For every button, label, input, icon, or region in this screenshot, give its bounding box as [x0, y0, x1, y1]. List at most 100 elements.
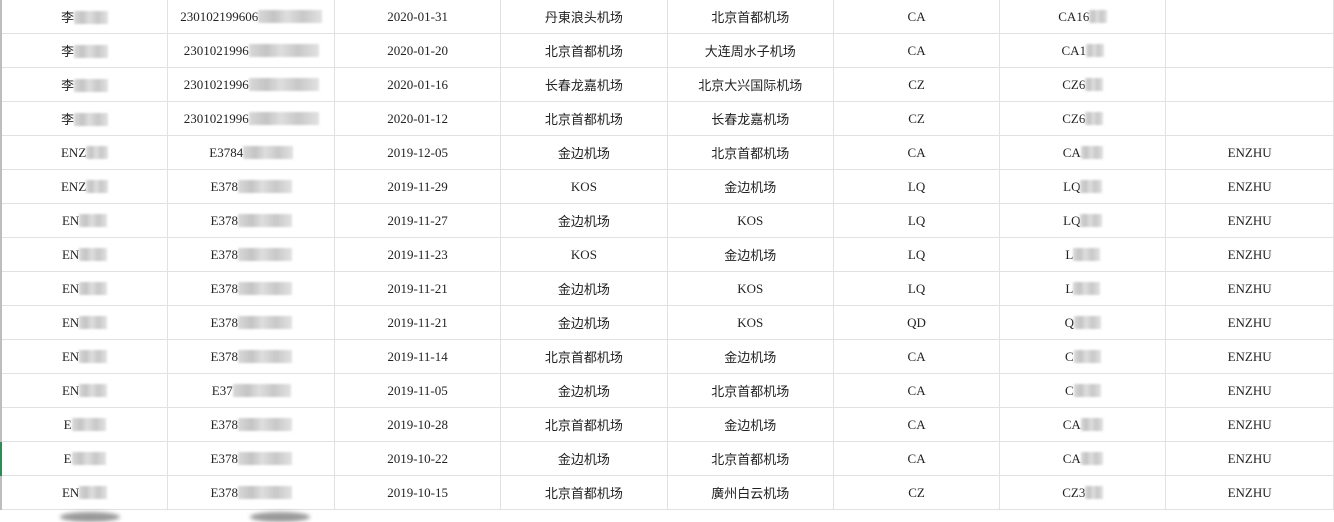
cell-flight[interactable]: CA [999, 135, 1167, 170]
cell-airline[interactable]: CA [832, 33, 1001, 68]
cell-id[interactable]: E37 [167, 373, 336, 408]
cell-from[interactable]: 金边机场 [500, 441, 668, 476]
cell-to[interactable]: 金边机场 [666, 169, 834, 204]
cell-from[interactable]: 北京首都机场 [500, 475, 668, 510]
cell-flight[interactable]: CZ3 [999, 475, 1167, 510]
cell-id[interactable]: 2301021996 [167, 101, 336, 136]
cell-from[interactable]: 金边机场 [500, 271, 668, 306]
cell-name[interactable]: 李 [0, 33, 169, 68]
cell-extra[interactable]: ENZHU [1165, 339, 1334, 374]
cell-to[interactable]: KOS [666, 305, 834, 340]
cell-date[interactable]: 2019-11-27 [334, 203, 502, 238]
cell-from[interactable]: KOS [500, 169, 668, 204]
cell-flight[interactable]: CA1 [999, 33, 1167, 68]
cell-date[interactable]: 2019-10-22 [334, 441, 502, 476]
cell-to[interactable]: KOS [666, 271, 834, 306]
cell-id[interactable]: 230102199606 [167, 0, 336, 34]
cell-to[interactable]: KOS [666, 203, 834, 238]
cell-flight[interactable]: CZ6 [999, 67, 1167, 102]
cell-airline[interactable]: CZ [832, 475, 1001, 510]
cell-extra[interactable]: ENZHU [1165, 407, 1334, 442]
cell-flight[interactable]: C [999, 373, 1167, 408]
cell-id[interactable]: E378 [167, 203, 336, 238]
cell-extra[interactable]: ENZHU [1165, 305, 1334, 340]
cell-name[interactable]: EN [0, 475, 169, 510]
cell-to[interactable]: 金边机场 [666, 237, 834, 272]
cell-name[interactable]: EN [0, 237, 169, 272]
cell-from[interactable]: 北京首都机场 [500, 407, 668, 442]
cell-extra[interactable]: ENZHU [1165, 135, 1334, 170]
cell-id[interactable]: E378 [167, 475, 336, 510]
cell-date[interactable]: 2020-01-12 [334, 101, 502, 136]
cell-extra[interactable] [1165, 101, 1334, 136]
cell-from[interactable]: 北京首都机场 [500, 339, 668, 374]
cell-from[interactable]: 金边机场 [500, 135, 668, 170]
cell-flight[interactable]: CA [999, 441, 1167, 476]
cell-name[interactable]: EN [0, 305, 169, 340]
cell-extra[interactable] [1165, 0, 1334, 34]
cell-airline[interactable]: CA [832, 339, 1001, 374]
cell-date[interactable]: 2020-01-31 [334, 0, 502, 34]
cell-date[interactable]: 2019-11-29 [334, 169, 502, 204]
cell-to[interactable]: 北京大兴国际机场 [666, 67, 834, 102]
cell-name[interactable]: 李 [0, 101, 169, 136]
cell-date[interactable]: 2019-10-28 [334, 407, 502, 442]
cell-id[interactable]: 2301021996 [167, 33, 336, 68]
cell-date[interactable]: 2019-11-05 [334, 373, 502, 408]
cell-name[interactable]: 李 [0, 0, 169, 34]
cell-name[interactable]: 李 [0, 67, 169, 102]
cell-from[interactable]: KOS [500, 237, 668, 272]
cell-date[interactable]: 2019-12-05 [334, 135, 502, 170]
cell-airline[interactable]: CZ [832, 101, 1001, 136]
cell-flight[interactable]: Q [999, 305, 1167, 340]
cell-date[interactable]: 2019-11-21 [334, 305, 502, 340]
cell-airline[interactable]: LQ [832, 237, 1001, 272]
cell-flight[interactable]: L [999, 237, 1167, 272]
cell-date[interactable]: 2020-01-20 [334, 33, 502, 68]
cell-to[interactable]: 金边机场 [666, 407, 834, 442]
cell-id[interactable]: 2301021996 [167, 67, 336, 102]
cell-flight[interactable]: CA [999, 407, 1167, 442]
cell-from[interactable]: 丹東浪头机场 [500, 0, 668, 34]
cell-airline[interactable]: CZ [832, 67, 1001, 102]
cell-id[interactable]: E378 [167, 169, 336, 204]
cell-id[interactable]: E378 [167, 339, 336, 374]
cell-to[interactable]: 大连周水子机场 [666, 33, 834, 68]
cell-date[interactable]: 2019-11-23 [334, 237, 502, 272]
cell-airline[interactable]: CA [832, 441, 1001, 476]
cell-extra[interactable]: ENZHU [1165, 271, 1334, 306]
cell-extra[interactable]: ENZHU [1165, 237, 1334, 272]
cell-id[interactable]: E378 [167, 271, 336, 306]
cell-airline[interactable]: CA [832, 373, 1001, 408]
cell-name[interactable]: EN [0, 373, 169, 408]
cell-to[interactable]: 北京首都机场 [666, 441, 834, 476]
cell-from[interactable]: 金边机场 [500, 203, 668, 238]
cell-date[interactable]: 2019-10-15 [334, 475, 502, 510]
cell-flight[interactable]: C [999, 339, 1167, 374]
cell-flight[interactable]: L [999, 271, 1167, 306]
cell-id[interactable]: E378 [167, 441, 336, 476]
cell-from[interactable]: 北京首都机场 [500, 33, 668, 68]
cell-date[interactable]: 2020-01-16 [334, 67, 502, 102]
cell-extra[interactable]: ENZHU [1165, 475, 1334, 510]
cell-airline[interactable]: CA [832, 407, 1001, 442]
cell-extra[interactable]: ENZHU [1165, 373, 1334, 408]
cell-airline[interactable]: LQ [832, 169, 1001, 204]
cell-flight[interactable]: LQ [999, 169, 1167, 204]
cell-name[interactable]: EN [0, 339, 169, 374]
cell-to[interactable]: 金边机场 [666, 339, 834, 374]
cell-from[interactable]: 北京首都机场 [500, 101, 668, 136]
cell-from[interactable]: 长春龙嘉机场 [500, 67, 668, 102]
cell-date[interactable]: 2019-11-14 [334, 339, 502, 374]
cell-name[interactable]: E [0, 441, 169, 476]
cell-flight[interactable]: CA16 [999, 0, 1167, 34]
cell-name[interactable]: EN [0, 271, 169, 306]
cell-airline[interactable]: LQ [832, 203, 1001, 238]
cell-airline[interactable]: QD [832, 305, 1001, 340]
cell-name[interactable]: EN [0, 203, 169, 238]
cell-to[interactable]: 长春龙嘉机场 [666, 101, 834, 136]
cell-name[interactable]: ENZ [0, 169, 169, 204]
cell-to[interactable]: 北京首都机场 [666, 373, 834, 408]
cell-flight[interactable]: LQ [999, 203, 1167, 238]
cell-from[interactable]: 金边机场 [500, 305, 668, 340]
